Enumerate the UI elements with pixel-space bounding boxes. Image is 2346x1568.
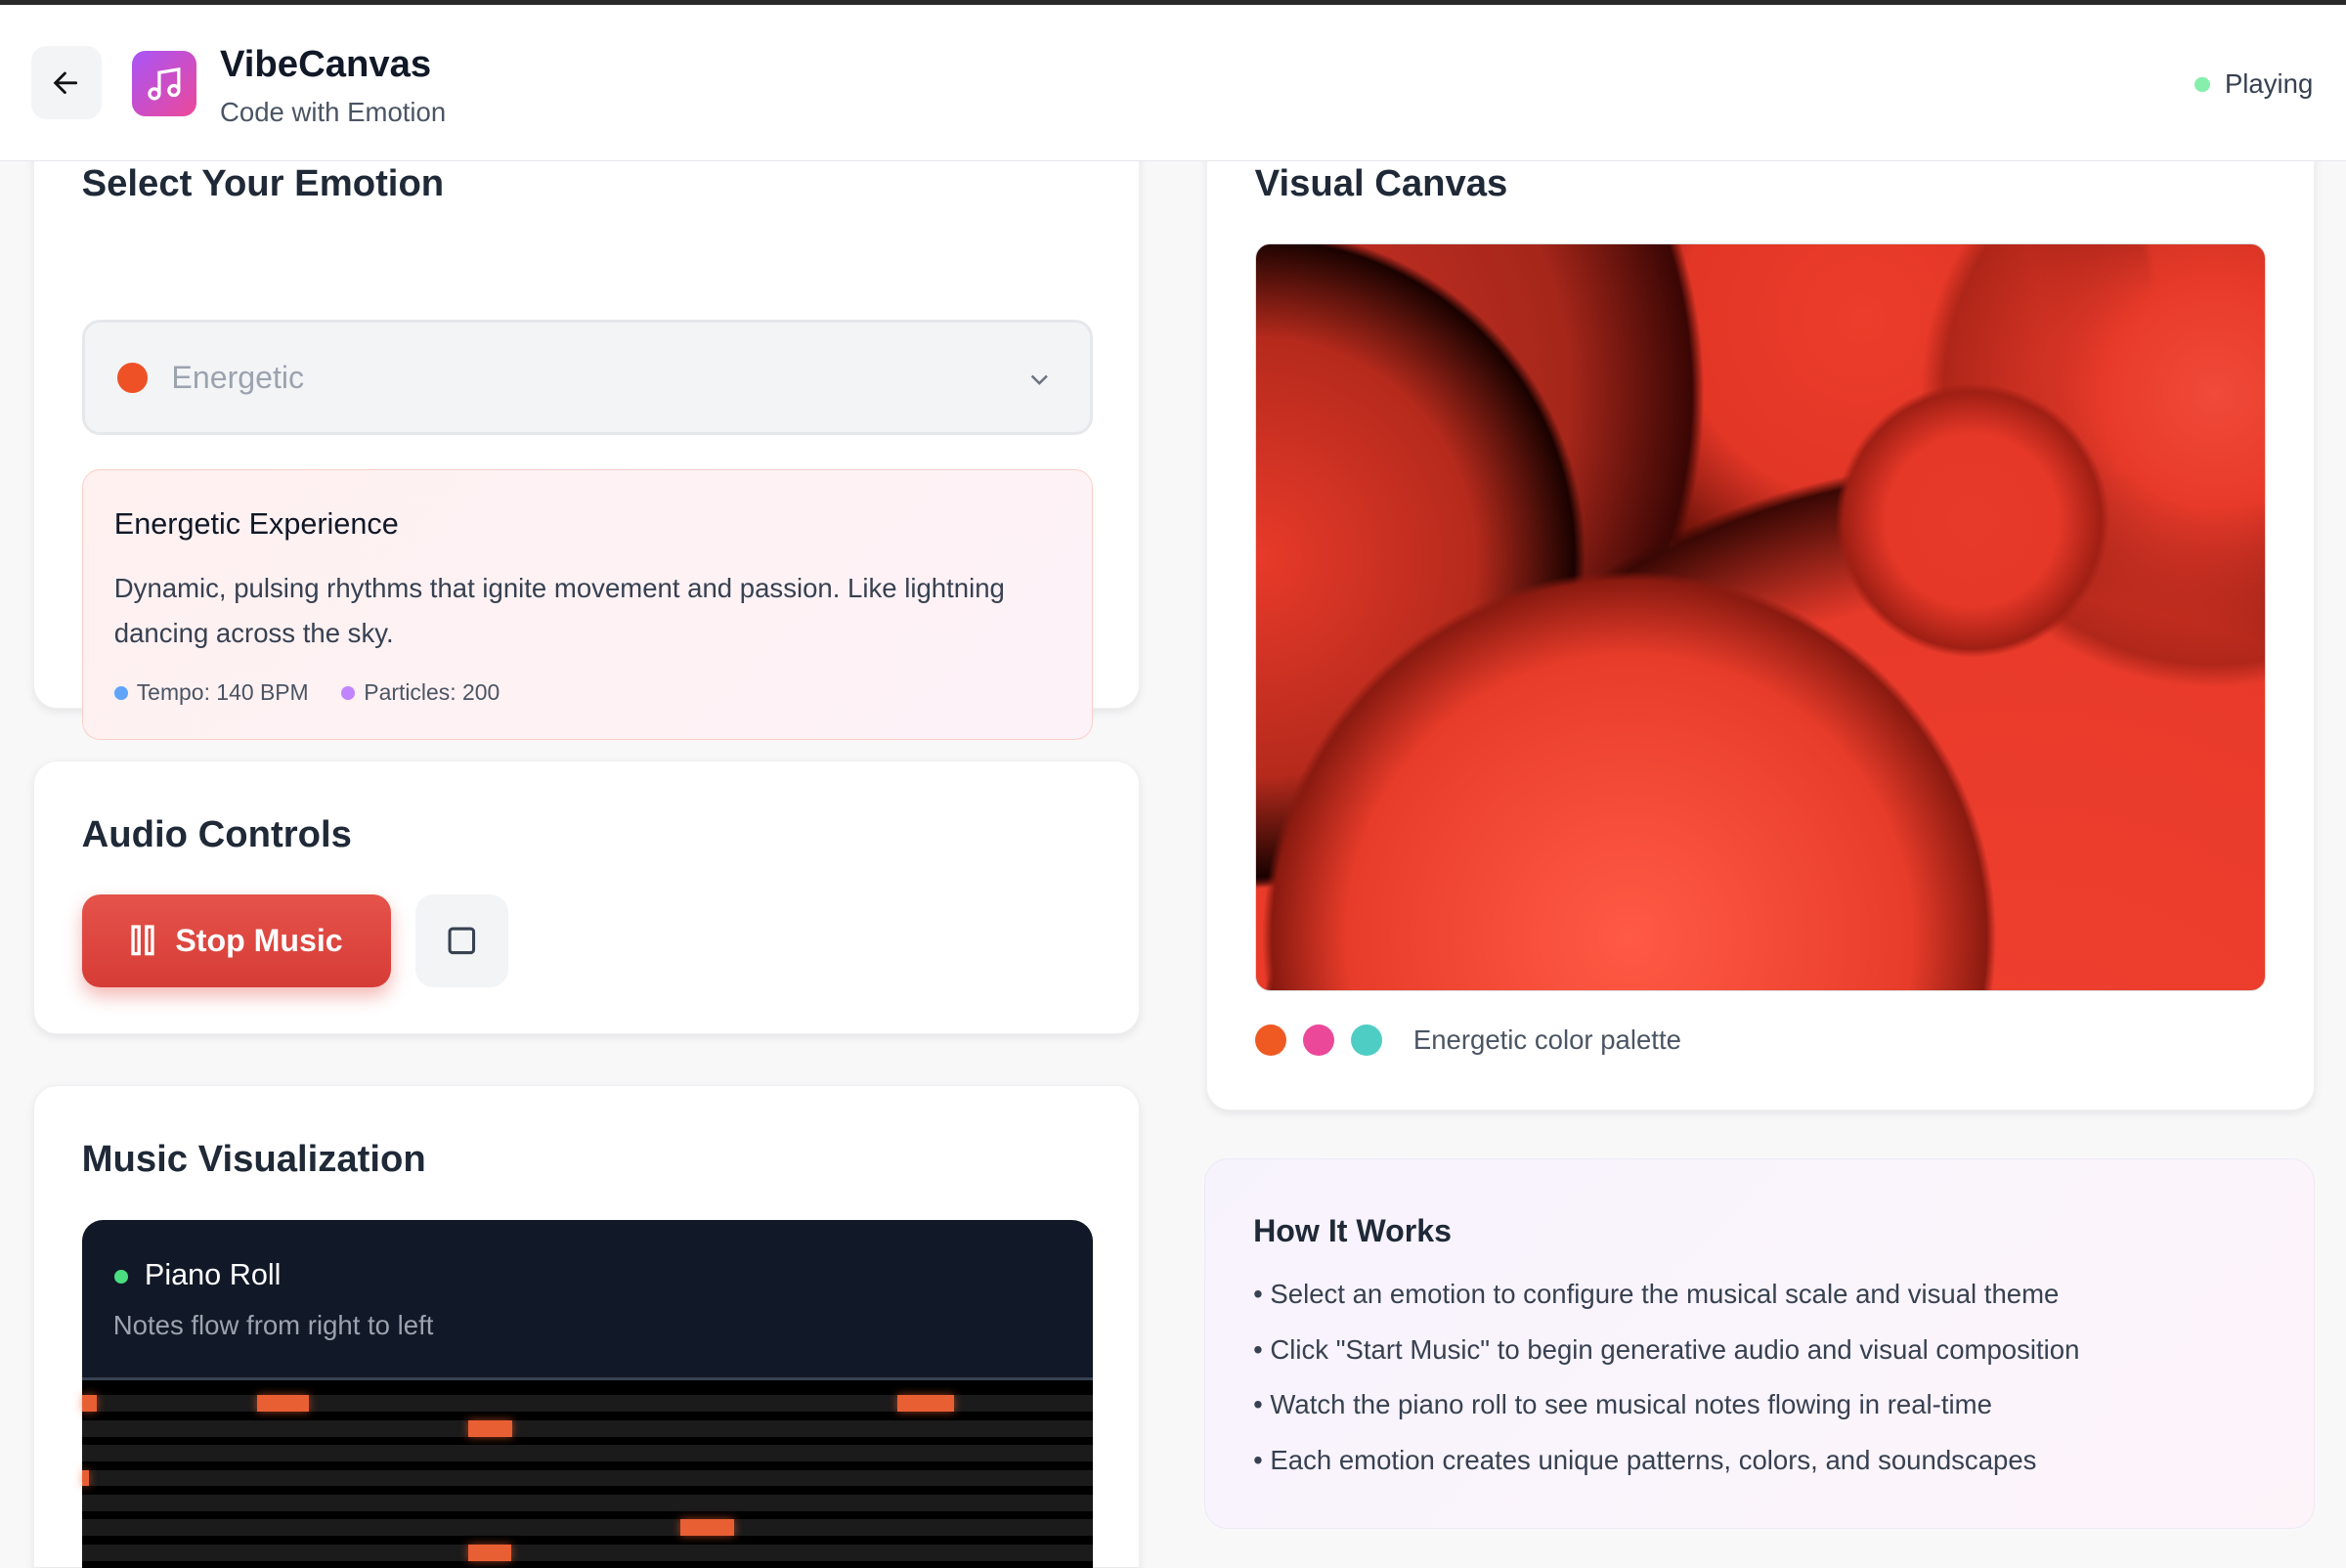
roll-title: Piano Roll (144, 1257, 282, 1291)
note-lane (81, 1519, 1094, 1537)
how-item: • Watch the piano roll to see musical no… (1253, 1389, 1992, 1420)
music-note-icon (148, 66, 181, 101)
info-title: Energetic Experience (113, 507, 399, 542)
how-item: • Select an emotion to configure the mus… (1253, 1279, 2060, 1310)
status-text: Playing (2224, 68, 2314, 100)
how-list: • Select an emotion to configure the mus… (1253, 1279, 2079, 1501)
status-dot-icon (2194, 76, 2210, 93)
piano-note (896, 1395, 954, 1413)
stop-button[interactable] (414, 893, 508, 987)
note-lane (81, 1495, 1094, 1511)
piano-note (81, 1469, 90, 1487)
how-item: • Each emotion creates unique patterns, … (1253, 1444, 2037, 1475)
piano-note (679, 1519, 734, 1537)
piano-note (467, 1419, 513, 1437)
piano-note (467, 1544, 511, 1561)
playing-status: Playing (2194, 68, 2313, 100)
visual-canvas-card: Visual Canvas Energetic color palette (1205, 89, 2315, 1111)
how-it-works-panel: How It Works • Select an emotion to conf… (1204, 1157, 2315, 1530)
color-palette: Energetic color palette (1254, 1024, 1681, 1057)
piano-note (81, 1395, 97, 1413)
piano-roll: Piano Roll Notes flow from right to left (81, 1220, 1094, 1568)
app-logo (131, 51, 196, 117)
palette-swatch (1350, 1024, 1382, 1057)
visual-canvas[interactable] (1254, 242, 2267, 992)
emotion-color-dot (117, 363, 148, 393)
chevron-down-icon (1030, 374, 1048, 385)
note-lanes (81, 1377, 1094, 1568)
particles-text: Particles: 200 (364, 679, 500, 706)
music-visualization-card: Music Visualization Piano Roll Notes flo… (32, 1084, 1141, 1568)
how-heading: How It Works (1253, 1212, 1452, 1248)
window-top-border (0, 0, 2346, 5)
emotion-select[interactable]: Energetic (81, 319, 1094, 435)
particles-dot-icon (341, 685, 356, 700)
app-subtitle: Code with Emotion (219, 97, 447, 128)
tempo-text: Tempo: 140 BPM (136, 679, 309, 706)
stop-music-label: Stop Music (175, 922, 343, 958)
emotion-card: Select Your Emotion Energetic Energetic … (32, 89, 1141, 741)
tempo-dot-icon (113, 685, 128, 700)
note-lane (81, 1445, 1094, 1462)
note-lane (81, 1469, 1094, 1487)
app-title: VibeCanvas (219, 43, 432, 86)
info-text: Dynamic, pulsing rhythms that ignite mov… (113, 573, 1005, 648)
stop-music-button[interactable]: Stop Music (81, 893, 392, 987)
piano-note (256, 1395, 310, 1413)
note-lane (81, 1419, 1094, 1437)
stop-square-icon (448, 927, 476, 954)
app-header: VibeCanvas Code with Emotion Playing (0, 4, 2346, 162)
back-button[interactable] (31, 46, 103, 120)
audio-heading: Audio Controls (81, 813, 352, 856)
roll-subtitle: Notes flow from right to left (112, 1310, 434, 1341)
note-lane (81, 1544, 1094, 1561)
note-lane (81, 1395, 1094, 1413)
palette-swatch (1254, 1024, 1286, 1057)
pause-icon (131, 925, 155, 956)
canvas-heading: Visual Canvas (1254, 162, 1508, 205)
arrow-left-icon (53, 71, 78, 95)
emotion-info-panel: Energetic Experience Dynamic, pulsing rh… (81, 469, 1094, 741)
emotion-heading: Select Your Emotion (81, 162, 445, 205)
palette-swatch (1302, 1024, 1334, 1057)
audio-controls-card: Audio Controls Stop Music (32, 760, 1141, 1034)
info-stats: Tempo: 140 BPM Particles: 200 (113, 679, 500, 706)
how-item: • Click "Start Music" to begin generativ… (1253, 1333, 2080, 1365)
roll-live-dot-icon (114, 1269, 129, 1284)
palette-label: Energetic color palette (1412, 1024, 1681, 1055)
emotion-selected-value: Energetic (171, 360, 305, 396)
music-heading: Music Visualization (81, 1138, 426, 1181)
